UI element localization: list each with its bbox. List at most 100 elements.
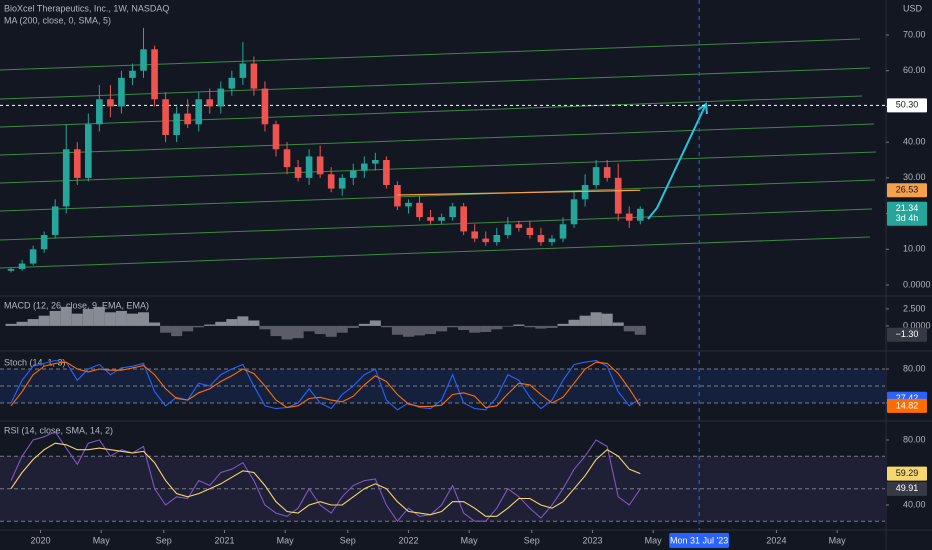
macd-bar: [270, 325, 282, 337]
candle-body: [449, 206, 456, 218]
x-tick-label: 2021: [214, 535, 234, 545]
macd-bar: [358, 323, 370, 326]
candle-body: [316, 156, 324, 175]
candle-body: [460, 206, 467, 232]
macd-bar: [104, 312, 116, 326]
macd-bar: [126, 313, 138, 326]
candle-body: [283, 149, 291, 168]
pane-title: Stoch (14, 1, 3): [4, 357, 66, 367]
price-tag: 49.91: [896, 483, 919, 493]
candle-body: [29, 249, 37, 264]
candle-body: [504, 224, 512, 235]
candle-body: [7, 268, 15, 271]
x-tick-label: 2020: [30, 535, 50, 545]
x-tick-label: 2022: [398, 535, 418, 545]
macd-bar: [480, 325, 492, 333]
macd-bar: [502, 325, 514, 327]
x-tick-label: May: [645, 535, 663, 545]
y-tick-label: 2.500: [903, 303, 926, 313]
price-tag: 59.29: [896, 468, 919, 478]
indicator-line: [10, 431, 641, 523]
macd-bar: [579, 315, 591, 326]
candle-body: [173, 113, 180, 135]
candle-body: [239, 63, 247, 78]
macd-bar: [447, 325, 459, 328]
indicator-line: [10, 442, 641, 517]
macd-bar: [248, 320, 260, 326]
channel-line: [0, 236, 871, 269]
macd-bar: [5, 323, 17, 326]
candle-body: [62, 149, 70, 207]
chart-title: BioXcel Therapeutics, Inc., 1W, NASDAQ: [4, 3, 169, 13]
x-tick-label: 2024: [766, 535, 786, 545]
macd-bar: [524, 325, 536, 328]
price-tag-bg: [887, 327, 927, 342]
macd-bar: [535, 325, 547, 329]
macd-bar: [115, 310, 127, 326]
candle-body: [438, 217, 445, 221]
candle-body: [493, 235, 501, 243]
macd-bar: [314, 325, 326, 335]
candle-body: [548, 238, 556, 243]
y-tick-label: 30.00: [903, 172, 926, 182]
macd-bar: [458, 325, 470, 330]
x-tick-label: Sep: [524, 535, 540, 545]
pane-title: RSI (14, close, SMA, 14, 2): [4, 425, 113, 435]
ma-line: [397, 189, 641, 196]
macd-bar: [303, 325, 315, 332]
candle-body: [294, 167, 302, 178]
pane-title: MACD (12, 26, close, 9, EMA, EMA): [4, 300, 149, 310]
arrow-head: [697, 102, 708, 115]
price-tag-bg: [887, 466, 927, 481]
macd-bar: [171, 325, 183, 337]
candle-body: [250, 63, 258, 89]
candle-body: [537, 235, 545, 243]
price-tag: 14.82: [896, 400, 919, 410]
macd-bar: [557, 323, 569, 326]
channel-line: [0, 67, 871, 100]
macd-bar: [38, 315, 50, 326]
macd-bar: [347, 325, 359, 328]
macd-bar: [16, 321, 28, 326]
indicator-line: [10, 359, 641, 411]
candle-body: [107, 99, 114, 107]
y-tick-label: 40.00: [903, 137, 926, 147]
candle-body: [96, 99, 103, 125]
macd-bar: [259, 325, 271, 330]
macd-bar: [204, 324, 216, 326]
candle-body: [405, 202, 412, 207]
candle-body: [228, 77, 236, 89]
projection-arrow: [647, 102, 708, 220]
macd-bar: [391, 325, 403, 335]
macd-bar: [413, 325, 426, 336]
y-tick-label: 80.00: [903, 363, 926, 373]
candle-body: [349, 170, 357, 178]
macd-bar: [491, 325, 503, 330]
indicator-label: MA (200, close, 0, SMA, 5): [4, 15, 111, 25]
indicator-line: [10, 361, 641, 409]
candle-body: [195, 99, 203, 125]
candle-body: [416, 202, 423, 218]
candle-body: [515, 224, 523, 228]
candle-body: [338, 177, 346, 189]
channel-line: [0, 123, 875, 156]
price-tag-bg: [887, 98, 927, 113]
arrow-path: [647, 103, 707, 220]
y-tick-label: 70.00: [903, 29, 926, 39]
macd-bar: [546, 325, 558, 328]
macd-bar: [281, 325, 293, 340]
macd-bar: [60, 306, 72, 326]
x-tick-label: Sep: [156, 535, 172, 545]
x-tick-label: May: [829, 535, 847, 545]
price-tag: 21.34: [896, 203, 919, 213]
candle-body: [18, 263, 26, 269]
candle-body: [162, 99, 169, 135]
price-tag-bg: [887, 398, 927, 413]
price-tag-bg: [887, 183, 927, 198]
candle-body: [184, 113, 191, 125]
candle-body: [614, 177, 622, 214]
candle-body: [118, 77, 125, 107]
macd-bar: [82, 308, 94, 326]
macd-bar: [380, 325, 392, 328]
